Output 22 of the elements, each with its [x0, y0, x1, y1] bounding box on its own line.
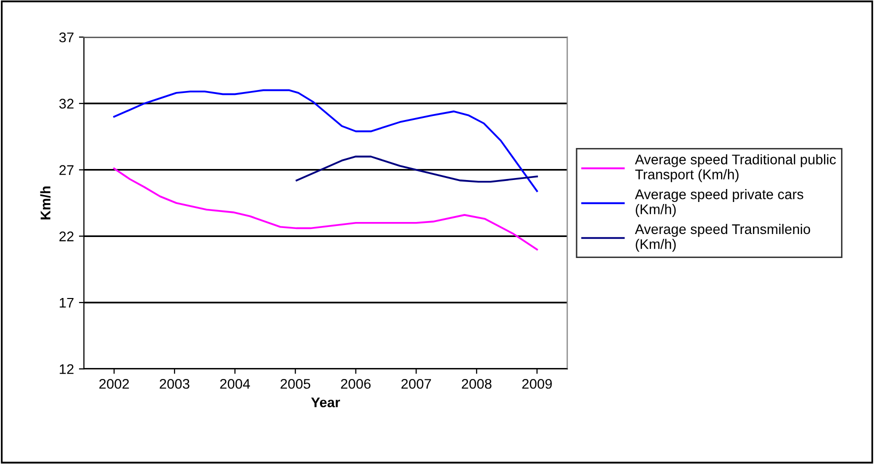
x-tick-label: 2005: [280, 378, 310, 389]
x-tick-label: 2007: [401, 378, 431, 389]
x-tick-label: 2002: [99, 378, 129, 389]
line-series: [113, 168, 538, 250]
legend-label: Average speed Traditional public Transport (Km/h): [634, 154, 836, 182]
x-axis-title: Year: [311, 398, 340, 408]
x-tick-label: 2008: [462, 378, 492, 389]
legend-label: Average speed Transmilenio (Km/h): [634, 224, 810, 252]
x-tick-label: 2004: [220, 378, 250, 389]
y-tick-label: 32: [59, 98, 74, 109]
x-tick-label: 2006: [341, 378, 371, 389]
y-axis-title: Km/h: [40, 186, 51, 220]
line-series: [296, 156, 538, 183]
y-tick-label: 37: [59, 32, 74, 42]
y-tick-label: 27: [59, 165, 74, 175]
y-tick-label: 12: [60, 364, 74, 374]
x-tick-label: 2003: [160, 378, 190, 389]
legend-label: Average speed private cars (Km/h): [634, 189, 804, 217]
x-tick-label: 2009: [522, 378, 552, 389]
line-series: [113, 89, 538, 192]
y-tick-label: 17: [60, 298, 74, 308]
y-tick-label: 22: [59, 232, 74, 242]
